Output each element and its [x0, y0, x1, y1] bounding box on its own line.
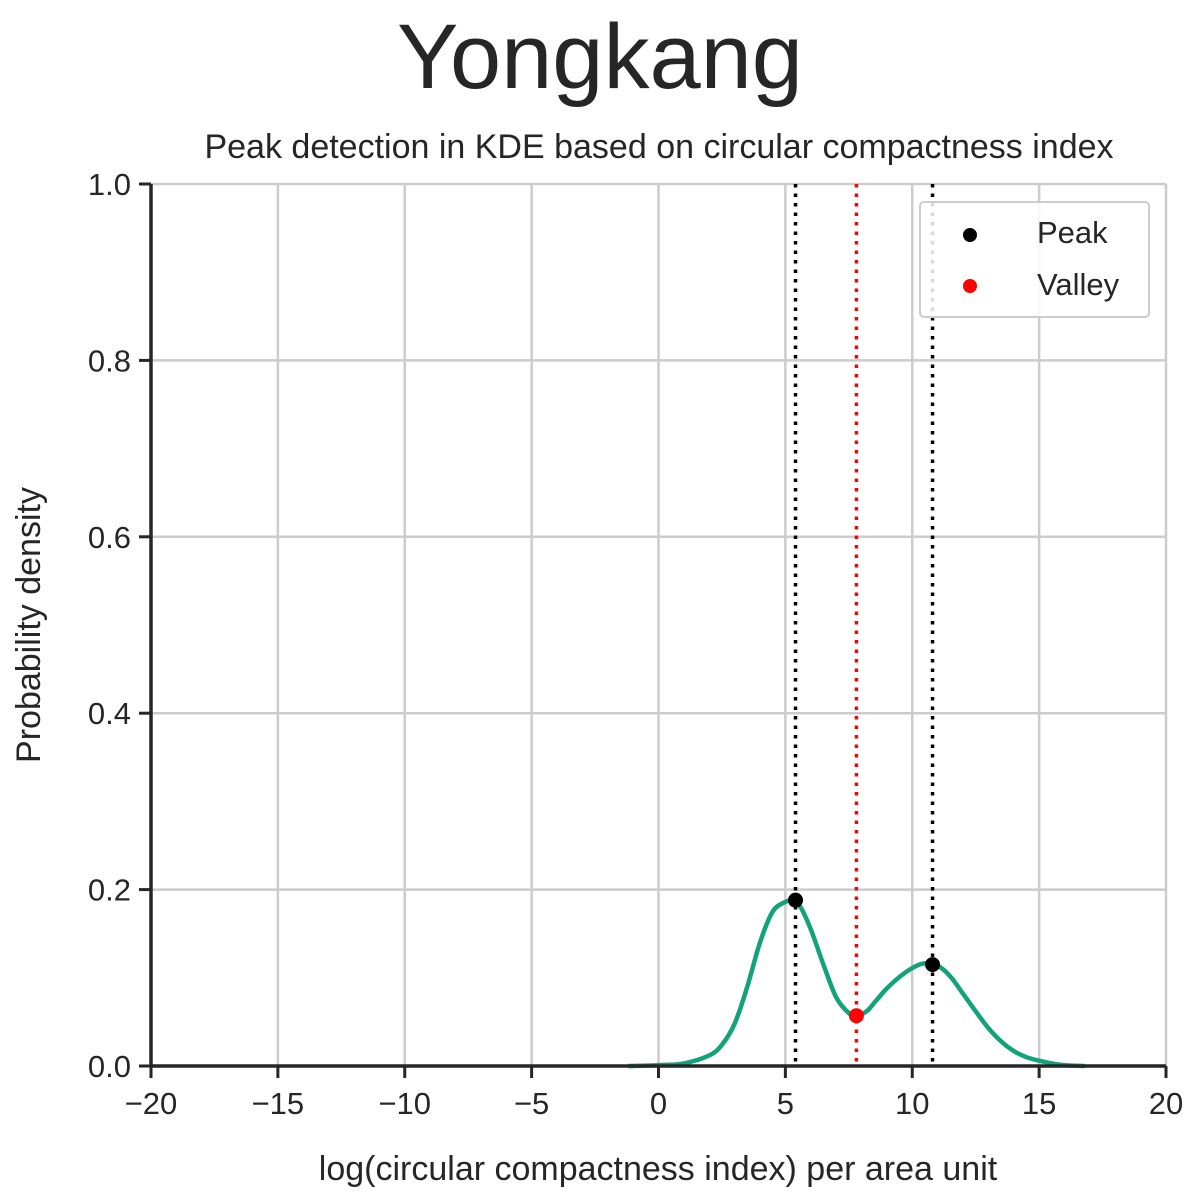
y-tick-label: 0.8 [88, 343, 131, 378]
kde-curve-group [627, 898, 1085, 1069]
y-tick-label: 0.6 [88, 520, 131, 555]
x-tick-label: −20 [125, 1086, 178, 1121]
legend-valley-label: Valley [1037, 267, 1120, 302]
y-tick-label: 1.0 [88, 167, 131, 202]
chart-title: Peak detection in KDE based on circular … [204, 128, 1113, 166]
peak-point [925, 957, 941, 973]
x-tick-label: −10 [378, 1086, 431, 1121]
legend: Peak Valley [919, 201, 1150, 318]
chart-suptitle: Yongkang [397, 6, 803, 108]
legend-box [919, 201, 1150, 318]
y-tick-label: 0.2 [88, 873, 131, 908]
x-tick-label: −5 [514, 1086, 549, 1121]
x-tick-label: 0 [650, 1086, 667, 1121]
x-tick-label: 20 [1149, 1086, 1183, 1121]
valley-point [848, 1008, 864, 1024]
y-tick-label: 0.4 [88, 696, 131, 731]
peak-point [788, 892, 804, 908]
x-tick-label: 15 [1022, 1086, 1056, 1121]
legend-valley-marker [963, 279, 977, 293]
marker-group [788, 892, 941, 1024]
tick-group: −20 −15 −10 −5 0 5 10 15 20 0.0 0.2 0.4 0.6 0.8 1.0 [88, 167, 1183, 1121]
kde-curve [627, 898, 1085, 1069]
x-axis-label: log(circular compactness index) per area… [319, 1150, 998, 1188]
x-tick-label: 10 [895, 1086, 929, 1121]
reference-lines [793, 184, 935, 1066]
x-tick-label: −15 [252, 1086, 305, 1121]
y-tick-label: 0.0 [88, 1049, 131, 1084]
legend-peak-marker [963, 228, 977, 242]
legend-peak-label: Peak [1037, 215, 1108, 250]
grid-lines [149, 182, 1168, 1068]
y-axis-label: Probability density [10, 487, 48, 763]
x-tick-label: 5 [777, 1086, 794, 1121]
